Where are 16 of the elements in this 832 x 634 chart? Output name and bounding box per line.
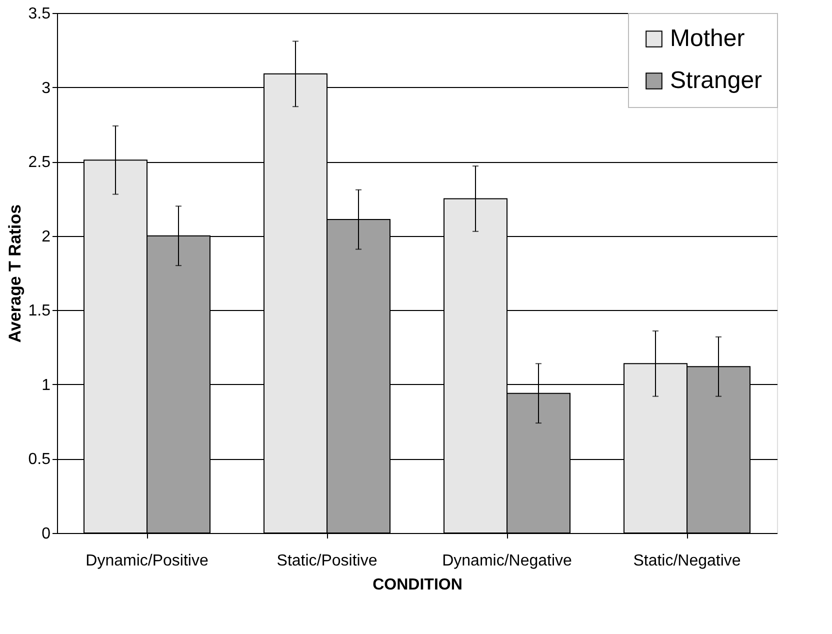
y-tick-label: 0 xyxy=(42,526,51,542)
y-tick-label: 1.5 xyxy=(28,302,51,320)
y-tick-label: 0.5 xyxy=(28,451,51,468)
legend-label: Mother xyxy=(670,25,745,52)
y-axis-title: Average T Ratios xyxy=(5,204,24,343)
x-tick-label: Dynamic/Positive xyxy=(86,552,208,570)
y-tick-label: 2 xyxy=(42,228,51,246)
y-tick-label: 2.5 xyxy=(28,154,51,172)
x-tick-label: Static/Positive xyxy=(276,552,378,570)
legend-label: Stranger xyxy=(670,67,762,94)
y-tick-label: 3 xyxy=(42,80,51,97)
y-tick-label: 3.5 xyxy=(28,6,51,22)
y-tick-label: 1 xyxy=(42,376,51,394)
x-tick-label: Dynamic/Negative xyxy=(442,552,572,570)
x-axis-title: CONDITION xyxy=(372,576,462,594)
x-tick-label: Static/Negative xyxy=(633,552,741,570)
